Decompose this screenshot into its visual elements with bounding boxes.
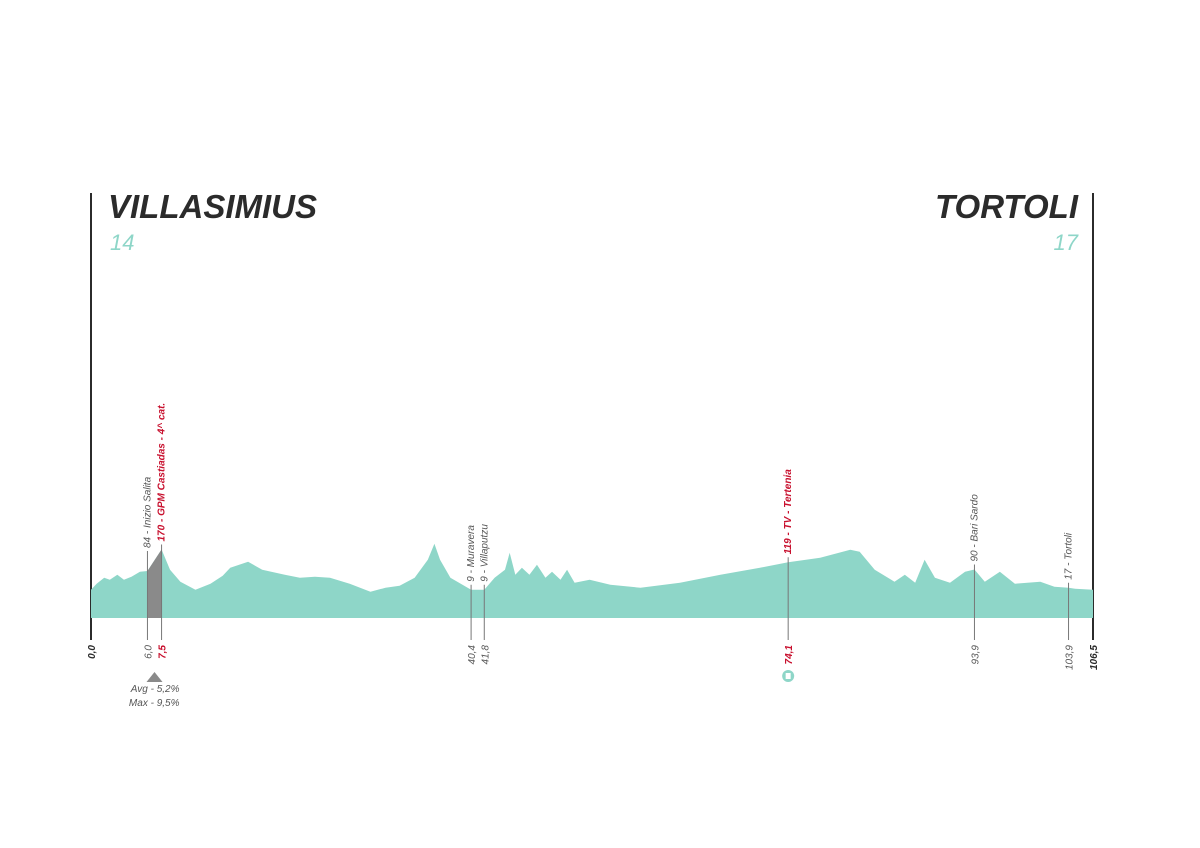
climb-area [147, 549, 162, 618]
marker-km: 41,8 [480, 645, 491, 665]
finish-name: TORTOLI [935, 188, 1079, 225]
marker-km: 40,4 [467, 645, 478, 665]
marker-km: 103,9 [1065, 645, 1076, 670]
start-name: VILLASIMIUS [108, 188, 317, 225]
marker-km: 74,1 [784, 645, 795, 665]
marker-label: 170 - GPM Castiadas - 4^ cat. [157, 403, 168, 542]
x-tick-label: 0,0 [87, 645, 98, 659]
marker-label: 9 - Muravera [466, 525, 477, 582]
marker-label: 17 - Tortoli [1064, 532, 1075, 580]
marker-label: 90 - Bari Sardo [969, 494, 980, 562]
climb-icon [146, 672, 163, 682]
start-elevation: 14 [110, 230, 134, 255]
climb-max: Max - 9,5% [129, 698, 180, 709]
marker-label: 9 - Villaputzu [479, 524, 490, 582]
marker-km: 93,9 [970, 645, 981, 665]
marker-label: 119 - TV - Tertenia [783, 469, 794, 554]
x-tick-label: 106,5 [1089, 645, 1100, 670]
finish-elevation: 17 [1054, 230, 1079, 255]
marker-label: 84 - Inizio Salita [142, 476, 153, 548]
marker-km: 7,5 [158, 645, 169, 659]
sprint-icon-inner [785, 673, 791, 679]
marker-km: 6,0 [143, 645, 154, 659]
profile-area [91, 543, 1093, 618]
climb-avg: Avg - 5,2% [130, 684, 180, 695]
